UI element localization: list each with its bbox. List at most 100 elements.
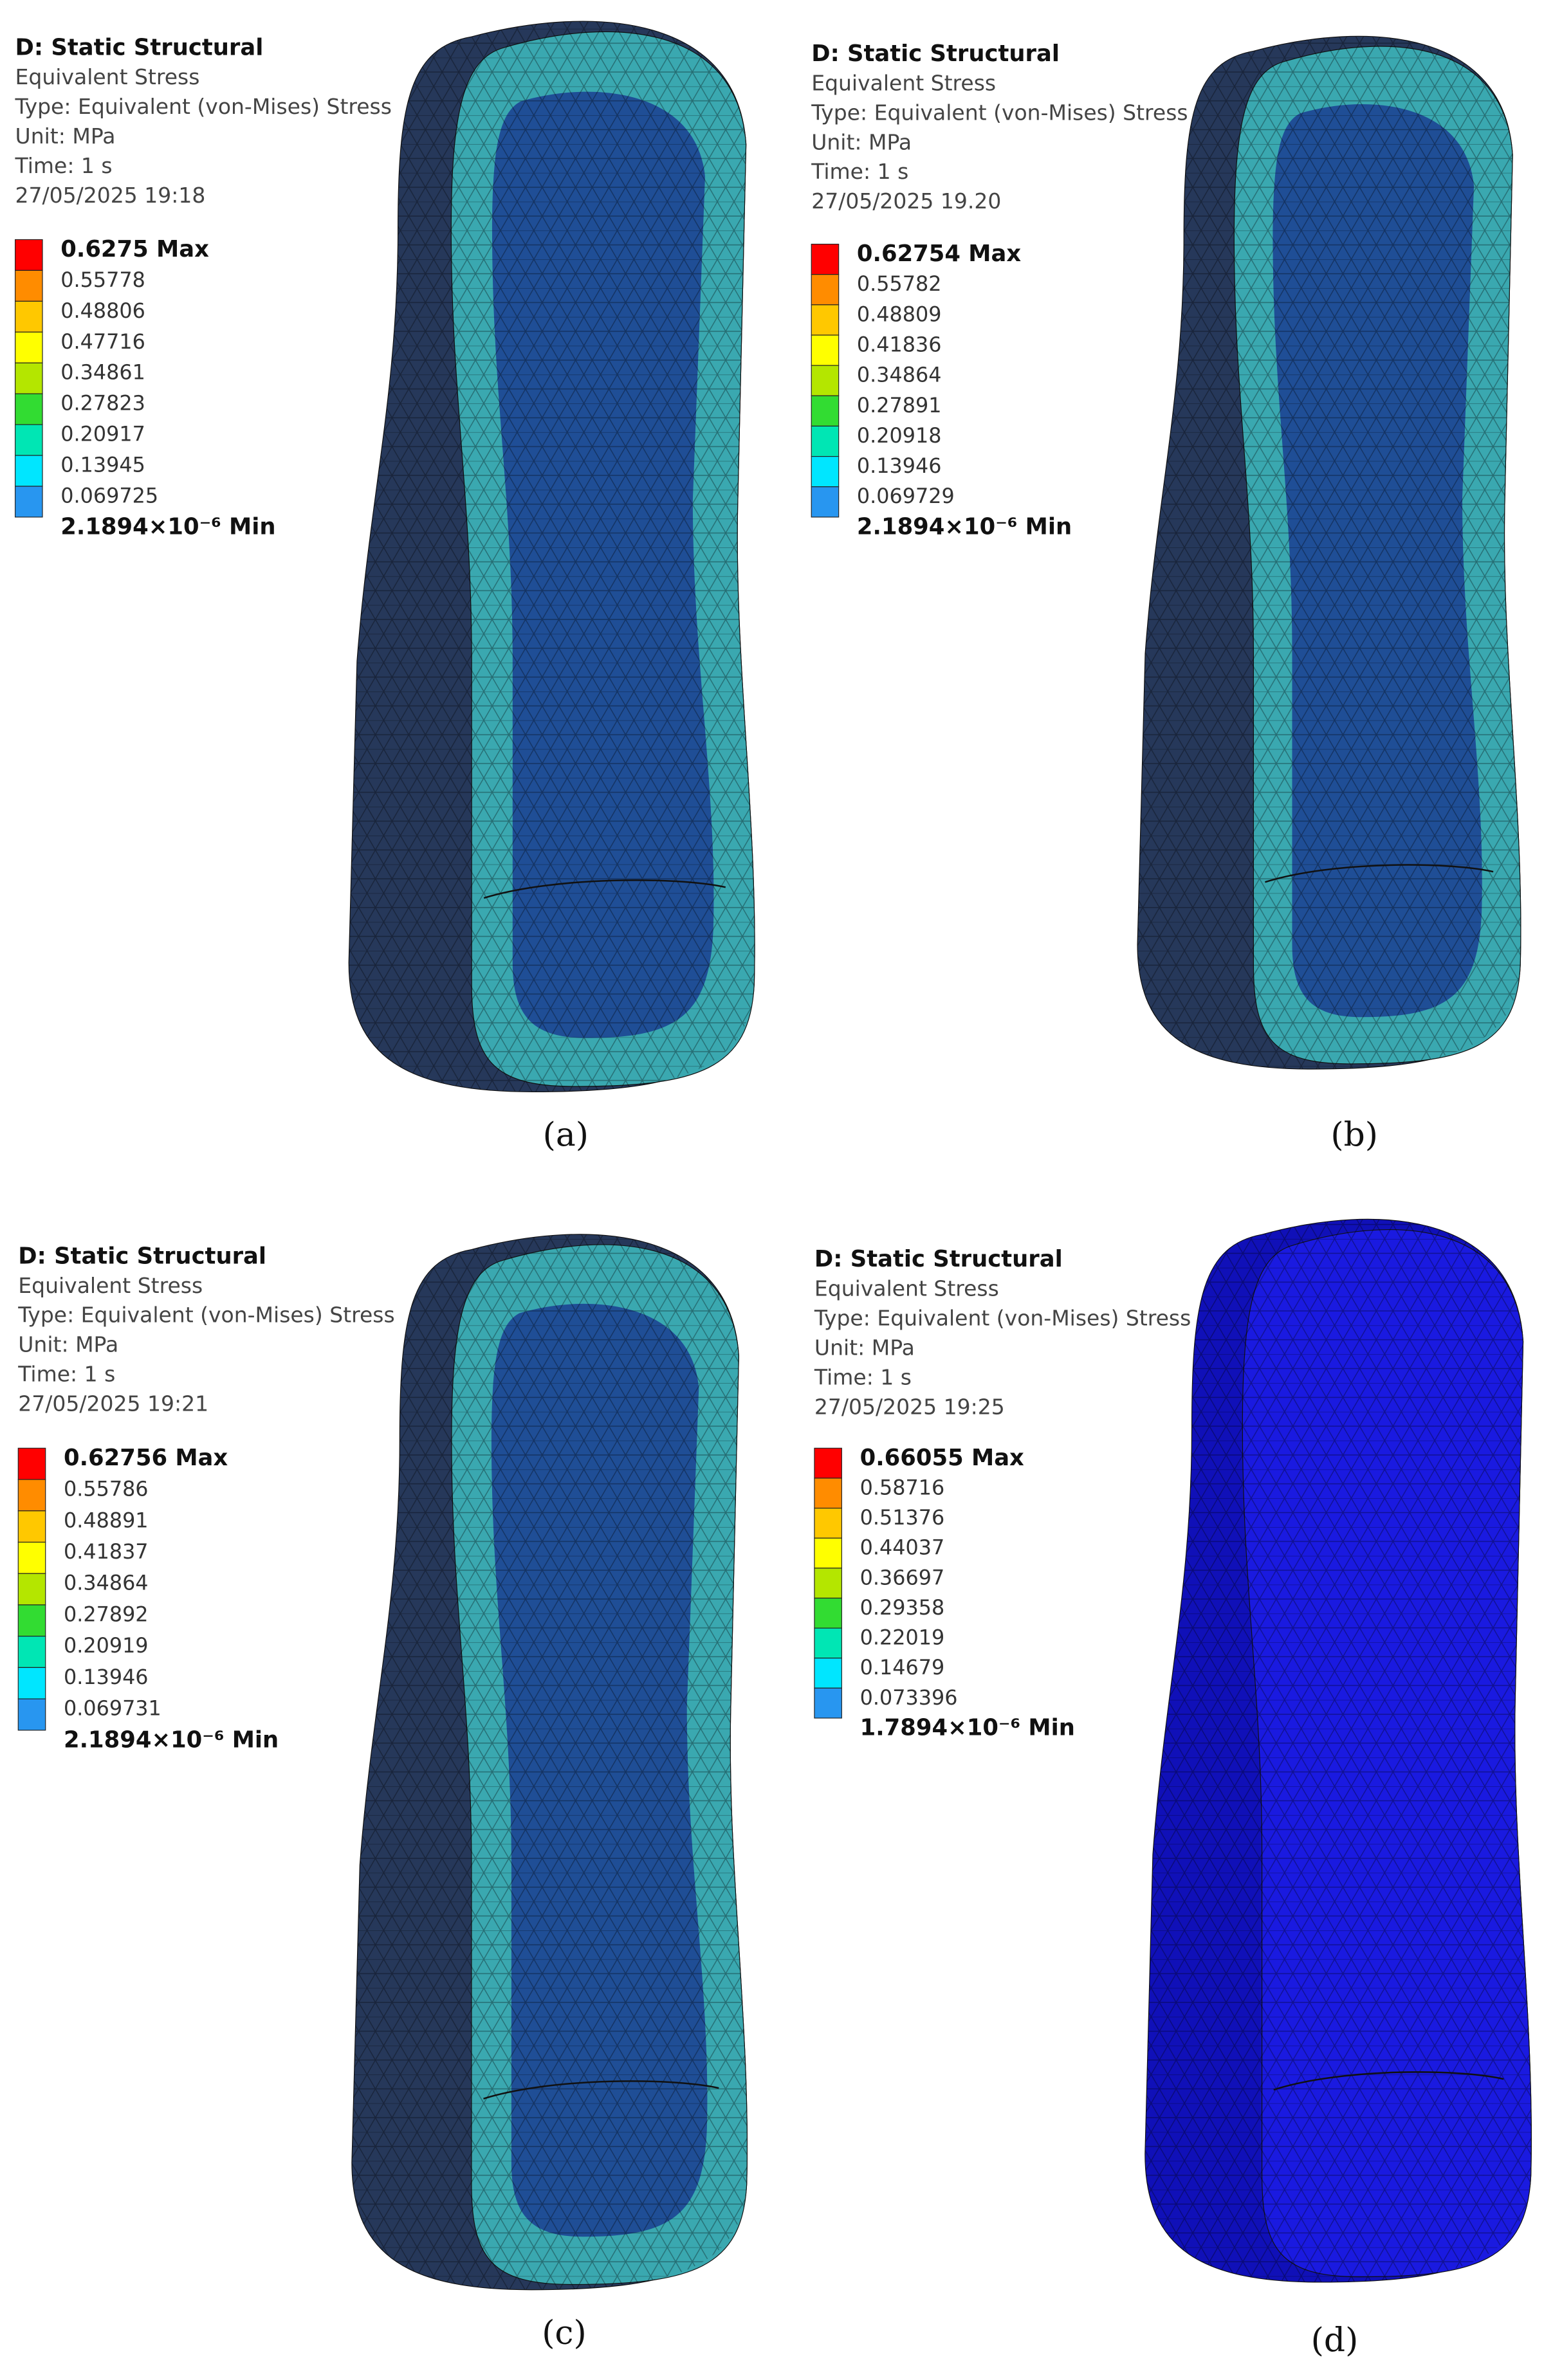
legend-level: 0.41836 [857, 332, 942, 356]
legend-level: 0.14679 [860, 1655, 945, 1680]
panel: D: Static Structural Equivalent Stress Typ… [814, 1213, 1535, 2360]
mesh [1137, 36, 1521, 1069]
header-type: Type: Equivalent (von-Mises) Stress [15, 94, 392, 119]
legend-swatch [14, 455, 43, 487]
mesh-overlay [349, 21, 755, 1092]
legend-min: 2.1894×10⁻⁶ Min [60, 513, 275, 540]
caption: (a) [543, 1116, 589, 1155]
header-time: Time: 1 s [15, 153, 113, 178]
caption: (b) [1330, 1116, 1378, 1155]
legend-swatch [814, 1597, 842, 1629]
legend-swatch [17, 1667, 46, 1699]
header-unit: Unit: MPa [18, 1332, 118, 1357]
header-date: 27/05/2025 19.20 [811, 188, 1001, 214]
legend-max: 0.62754 Max [857, 241, 1021, 267]
legend-min: 1.7894×10⁻⁶ Min [860, 1714, 1075, 1741]
header-time: Time: 1 s [17, 1362, 115, 1387]
legend-swatch [17, 1698, 46, 1731]
legend-level: 0.069731 [64, 1696, 161, 1721]
legend-level: 0.48806 [60, 298, 145, 323]
legend-swatch [814, 1508, 842, 1539]
panel: D: Static Structural Equivalent Stress Typ… [811, 30, 1524, 1154]
legend-swatch [814, 1568, 842, 1599]
legend-level: 0.58716 [860, 1475, 945, 1499]
legend-level: 0.27892 [64, 1602, 149, 1626]
panel: D: Static Structural Equivalent Stress Typ… [15, 15, 758, 1155]
legend-swatch [814, 1687, 842, 1719]
mesh [351, 1234, 748, 2290]
legend-level: 0.29358 [860, 1595, 945, 1620]
legend-level: 0.069729 [857, 484, 955, 508]
legend-swatch [17, 1636, 46, 1668]
legend-swatch [814, 1447, 842, 1479]
header-type: Type: Equivalent (von-Mises) Stress [814, 1305, 1191, 1330]
header-type: Type: Equivalent (von-Mises) Stress [811, 100, 1188, 125]
header-unit: Unit: MPa [814, 1335, 915, 1360]
legend-swatch [14, 486, 43, 518]
legend-swatch [14, 270, 43, 302]
mesh-overlay [1144, 1219, 1532, 2282]
header-unit: Unit: MPa [811, 129, 912, 154]
legend-swatch [14, 331, 43, 363]
legend-level: 0.44037 [860, 1535, 945, 1560]
legend-level: 0.47716 [60, 329, 145, 354]
legend-swatch [811, 243, 840, 275]
legend-swatch [14, 393, 43, 425]
legend-swatch [17, 1510, 46, 1543]
legend-swatch [811, 365, 840, 396]
legend-level: 0.073396 [860, 1685, 958, 1710]
mesh [349, 21, 755, 1092]
legend-max: 0.62756 Max [64, 1445, 228, 1471]
legend-swatch [811, 425, 840, 457]
legend-level: 0.34864 [64, 1571, 149, 1595]
legend-swatch [14, 424, 43, 456]
header-time: Time: 1 s [814, 1364, 912, 1389]
legend-swatch [811, 455, 840, 488]
heel-line [1274, 2072, 1503, 2090]
legend-swatch [17, 1604, 46, 1637]
legend-level: 0.55778 [60, 268, 145, 292]
legend-swatch [17, 1479, 46, 1512]
legend-swatch [811, 395, 840, 427]
legend-swatch [814, 1478, 842, 1509]
legend-level: 0.36697 [860, 1565, 945, 1589]
heel-line [484, 2081, 719, 2098]
header-time: Time: 1 s [811, 159, 908, 184]
legend-level: 0.41837 [64, 1539, 149, 1564]
header-date: 27/05/2025 19:21 [18, 1391, 208, 1416]
mesh [1144, 1219, 1532, 2282]
header-result: Equivalent Stress [18, 1273, 203, 1298]
legend-swatch [811, 486, 840, 518]
legend-swatch [17, 1541, 46, 1574]
legend-max: 0.66055 Max [860, 1445, 1024, 1471]
header-title: D: Static Structural [811, 41, 1060, 67]
legend-level: 0.48891 [64, 1508, 149, 1532]
header-result: Equivalent Stress [15, 64, 200, 89]
header-unit: Unit: MPa [15, 124, 116, 149]
caption: (c) [542, 2314, 587, 2352]
legend-level: 0.069725 [60, 483, 158, 508]
legend-swatch [814, 1537, 842, 1569]
heel-line [484, 880, 726, 898]
legend-level: 0.34864 [857, 363, 942, 387]
legend-level: 0.20917 [60, 422, 145, 446]
legend-min: 2.1894×10⁻⁶ Min [857, 513, 1072, 540]
legend-level: 0.27891 [857, 393, 942, 417]
legend-swatch [811, 274, 840, 306]
legend-level: 0.55782 [857, 271, 942, 296]
legend-swatch [811, 334, 840, 366]
legend-level: 0.51376 [860, 1505, 945, 1530]
header-date: 27/05/2025 19:25 [814, 1394, 1005, 1419]
header-title: D: Static Structural [18, 1243, 266, 1269]
header-title: D: Static Structural [814, 1246, 1063, 1272]
legend-swatch [14, 300, 43, 333]
heel-line [1265, 865, 1493, 883]
legend-level: 0.20919 [64, 1633, 149, 1658]
legend-level: 0.34861 [60, 360, 145, 385]
caption: (d) [1311, 2321, 1359, 2360]
legend-min: 2.1894×10⁻⁶ Min [64, 1726, 279, 1753]
legend-level: 0.13945 [60, 453, 145, 477]
legend-swatch [14, 239, 43, 271]
